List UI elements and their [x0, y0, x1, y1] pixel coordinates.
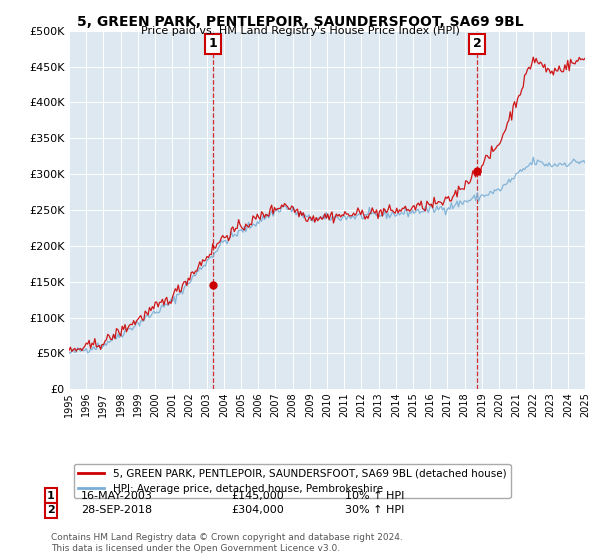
Text: 30% ↑ HPI: 30% ↑ HPI [345, 505, 404, 515]
Legend: 5, GREEN PARK, PENTLEPOIR, SAUNDERSFOOT, SA69 9BL (detached house), HPI: Average: 5, GREEN PARK, PENTLEPOIR, SAUNDERSFOOT,… [74, 464, 511, 498]
Text: Price paid vs. HM Land Registry's House Price Index (HPI): Price paid vs. HM Land Registry's House … [140, 26, 460, 36]
Text: 16-MAY-2003: 16-MAY-2003 [81, 491, 153, 501]
Text: 28-SEP-2018: 28-SEP-2018 [81, 505, 152, 515]
Text: £145,000: £145,000 [231, 491, 284, 501]
Text: 5, GREEN PARK, PENTLEPOIR, SAUNDERSFOOT, SA69 9BL: 5, GREEN PARK, PENTLEPOIR, SAUNDERSFOOT,… [77, 15, 523, 29]
Text: 1: 1 [47, 491, 55, 501]
Text: 10% ↑ HPI: 10% ↑ HPI [345, 491, 404, 501]
Text: 2: 2 [473, 37, 482, 50]
Text: 2: 2 [47, 505, 55, 515]
Text: 1: 1 [209, 37, 217, 50]
Text: Contains HM Land Registry data © Crown copyright and database right 2024.
This d: Contains HM Land Registry data © Crown c… [51, 533, 403, 553]
Text: £304,000: £304,000 [231, 505, 284, 515]
